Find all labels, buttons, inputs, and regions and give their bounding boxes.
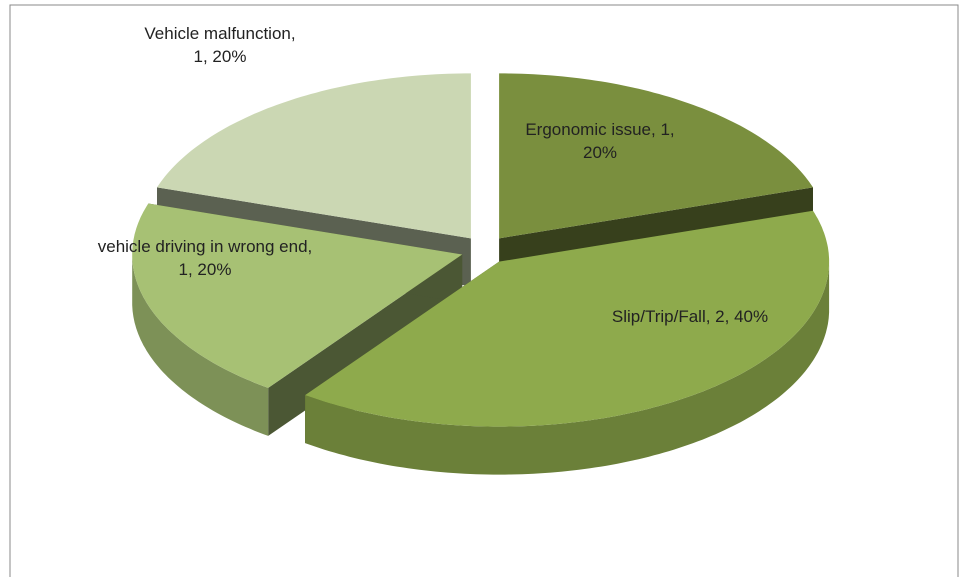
slice (132, 203, 463, 388)
data-label: Slip/Trip/Fall, 2, 40% (611, 307, 769, 326)
data-label: Vehicle malfunction, 1, 20% (144, 24, 296, 66)
slice (499, 73, 813, 239)
slice (157, 73, 471, 239)
slice-side (305, 261, 830, 475)
slice-side (132, 254, 269, 436)
data-label: Ergonomic issue, 1, 20% (525, 120, 675, 162)
data-label: vehicle driving in wrong end, 1, 20% (97, 237, 313, 279)
slice (305, 210, 830, 427)
chart-border (9, 4, 959, 577)
